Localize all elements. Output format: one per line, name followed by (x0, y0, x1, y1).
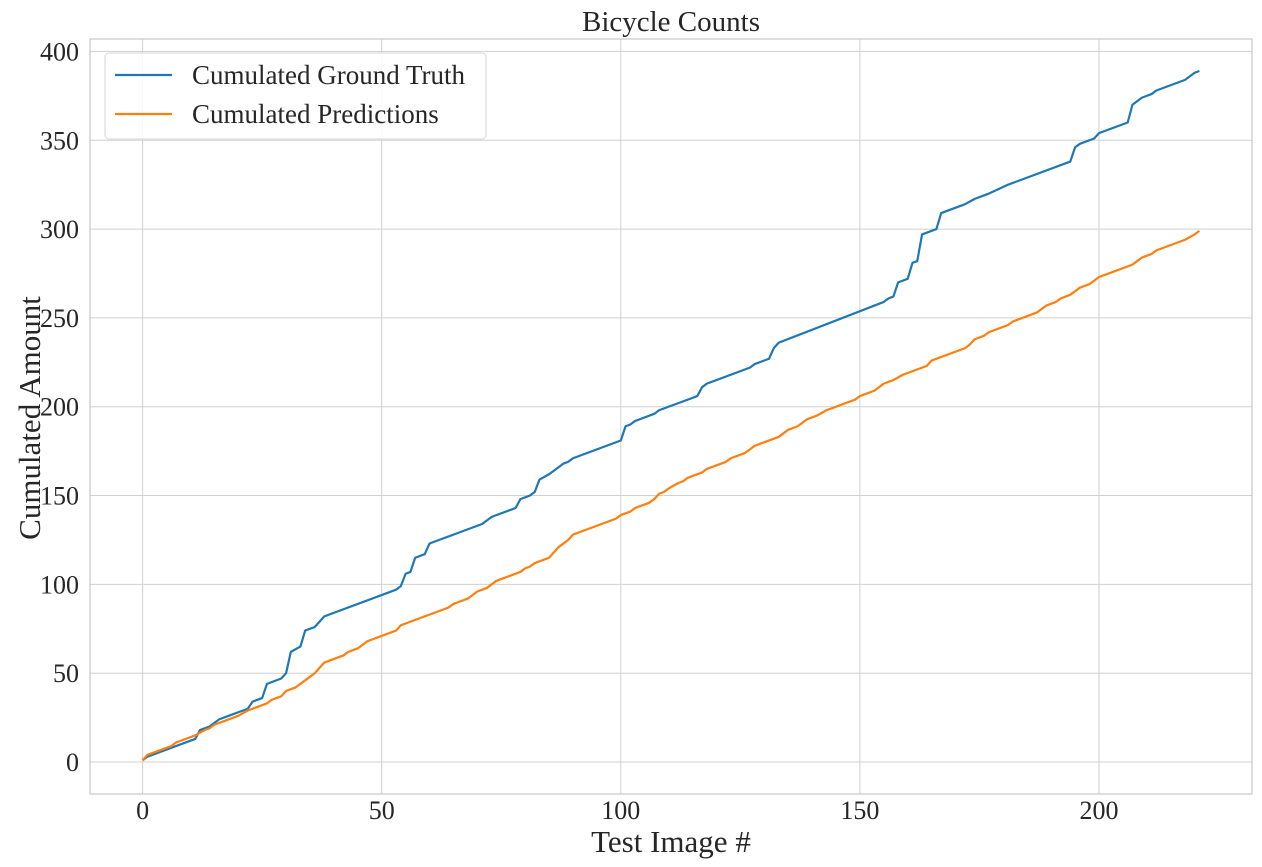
legend-frame (104, 52, 487, 140)
series-line-ground-truth (141, 69, 1200, 762)
legend: Cumulated Ground Truth Cumulated Predict… (104, 52, 487, 140)
plot-area (90, 39, 1252, 794)
grid-layer (90, 39, 1252, 794)
chart-title: Bicycle Counts (582, 6, 760, 38)
y-tick-label-250: 250 (40, 304, 79, 333)
lines-layer (141, 69, 1201, 762)
x-axis-label: Test Image # (591, 824, 751, 859)
y-tick-label-200: 200 (40, 393, 79, 422)
series-line-predictions (141, 229, 1201, 761)
y-tick-label-100: 100 (40, 570, 79, 599)
plot-frame (89, 38, 1253, 795)
x-tick-label-100: 100 (601, 796, 640, 825)
x-tick-label-0: 0 (136, 796, 149, 825)
y-tick-label-400: 400 (40, 37, 79, 66)
y-tick-label-350: 350 (40, 126, 79, 155)
legend-label-ground-truth: Cumulated Ground Truth (192, 60, 466, 90)
y-tick-label-50: 50 (53, 659, 79, 688)
x-tick-label-150: 150 (840, 796, 879, 825)
y-tick-label-0: 0 (66, 748, 79, 777)
x-tick-label-50: 50 (369, 796, 395, 825)
x-tick-labels: 0 50 100 150 200 (136, 796, 1118, 825)
y-tick-label-150: 150 (40, 482, 79, 511)
y-tick-label-300: 300 (40, 215, 79, 244)
x-tick-label-200: 200 (1079, 796, 1118, 825)
legend-label-predictions: Cumulated Predictions (192, 99, 439, 129)
y-axis-label: Cumulated Amount (12, 296, 47, 540)
y-tick-labels: 0 50 100 150 200 250 300 350 400 (40, 37, 79, 777)
